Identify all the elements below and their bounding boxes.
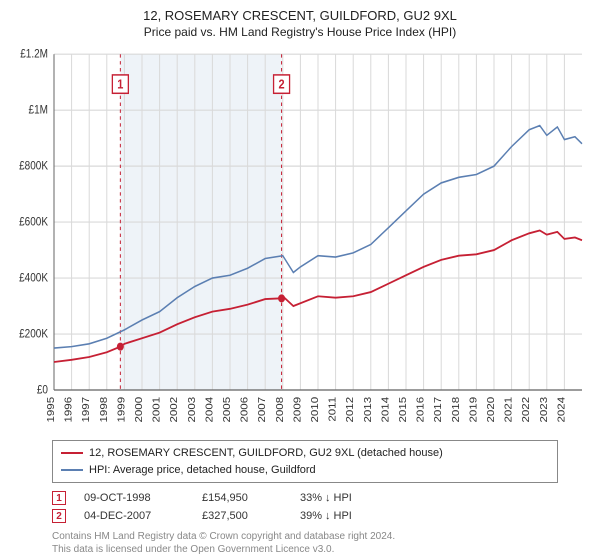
event-diff: 33% HPI [300,492,352,504]
y-tick-label: £800K [19,160,49,173]
legend-row: 12, ROSEMARY CRESCENT, GUILDFORD, GU2 9X… [61,445,549,462]
page-container: 12, ROSEMARY CRESCENT, GUILDFORD, GU2 9X… [0,0,600,560]
title-main: 12, ROSEMARY CRESCENT, GUILDFORD, GU2 9X… [12,8,588,23]
x-tick-label: 1997 [81,397,92,423]
x-tick-label: 2020 [486,397,497,423]
legend-label: 12, ROSEMARY CRESCENT, GUILDFORD, GU2 9X… [89,445,443,462]
event-marker: 2 [52,509,66,523]
x-tick-label: 2022 [521,397,532,423]
sale-events-table: 1 09-OCT-1998 £154,950 33% HPI 2 04-DEC-2007 £3… [52,489,558,525]
chart-titles: 12, ROSEMARY CRESCENT, GUILDFORD, GU2 9X… [12,8,588,45]
attribution: Contains HM Land Registry data © Crown c… [52,530,558,556]
x-tick-label: 1998 [98,397,109,423]
x-tick-label: 2007 [257,397,268,423]
attribution-line1: Contains HM Land Registry data © Crown c… [52,530,558,543]
event-marker-box: 1 [112,75,128,93]
svg-text:1: 1 [117,77,123,92]
y-tick-label: £1.2M [20,48,48,61]
event-date: 04-DEC-2007 [84,510,184,522]
x-tick-label: 2016 [415,397,426,423]
x-tick-label: 2000 [134,397,145,423]
y-tick-label: £400K [19,272,49,285]
title-sub: Price paid vs. HM Land Registry's House … [12,25,588,39]
legend-label: HPI: Average price, detached house, Guil… [89,462,316,479]
event-price: £327,500 [202,510,282,522]
x-tick-label: 2009 [292,397,303,423]
x-tick-label: 1996 [63,397,74,423]
x-tick-label: 2012 [345,397,356,423]
x-tick-label: 2018 [450,397,461,423]
line-chart-svg: £0 £200K £400K £600K £800K £1M £1.2M 1995 1996 19… [12,45,588,436]
x-tick-label: 2015 [398,397,409,423]
arrow-down-icon [325,510,331,522]
event-price: £154,950 [202,492,282,504]
event-row: 1 09-OCT-1998 £154,950 33% HPI [52,489,558,507]
event-diff-pct: 33% [300,492,322,504]
legend-row: HPI: Average price, detached house, Guil… [61,462,549,479]
x-tick-label: 1999 [116,397,127,423]
x-tick-label: 2004 [204,397,215,423]
x-tick-label: 1995 [46,397,57,423]
x-tick-label: 2006 [239,397,250,423]
sale-point-marker [278,294,285,302]
legend-swatch [61,469,83,471]
event-marker-box: 2 [274,75,290,93]
event-diff-suffix: HPI [334,492,352,504]
event-marker: 1 [52,491,66,505]
x-tick-label: 2017 [433,397,444,423]
x-tick-label: 2013 [362,397,373,423]
x-tick-label: 2011 [327,397,338,422]
x-tick-label: 2002 [169,397,180,423]
x-tick-label: 2021 [503,397,514,423]
x-tick-label: 2008 [274,397,285,423]
y-tick-label: £1M [29,104,48,117]
y-tick-label: £600K [19,216,49,229]
x-tick-label: 2010 [310,397,321,423]
sale-point-marker [117,343,124,351]
x-tick-label: 2014 [380,397,391,423]
y-tick-label: £200K [19,328,49,341]
chart-area: £0 £200K £400K £600K £800K £1M £1.2M 1995 1996 19… [12,45,588,436]
event-diff: 39% HPI [300,510,352,522]
svg-text:2: 2 [279,77,285,92]
y-tick-label: £0 [37,384,48,397]
arrow-down-icon [325,492,331,504]
legend-swatch [61,452,83,454]
legend: 12, ROSEMARY CRESCENT, GUILDFORD, GU2 9X… [52,440,558,483]
event-diff-suffix: HPI [334,510,352,522]
x-tick-label: 2024 [556,397,567,423]
event-diff-pct: 39% [300,510,322,522]
x-tick-label: 2001 [151,397,162,423]
event-row: 2 04-DEC-2007 £327,500 39% HPI [52,507,558,525]
x-tick-label: 2003 [186,397,197,423]
event-date: 09-OCT-1998 [84,492,184,504]
x-tick-label: 2023 [538,397,549,423]
x-tick-label: 2005 [222,397,233,423]
attribution-line2: This data is licensed under the Open Gov… [52,543,558,556]
x-tick-label: 2019 [468,397,479,423]
